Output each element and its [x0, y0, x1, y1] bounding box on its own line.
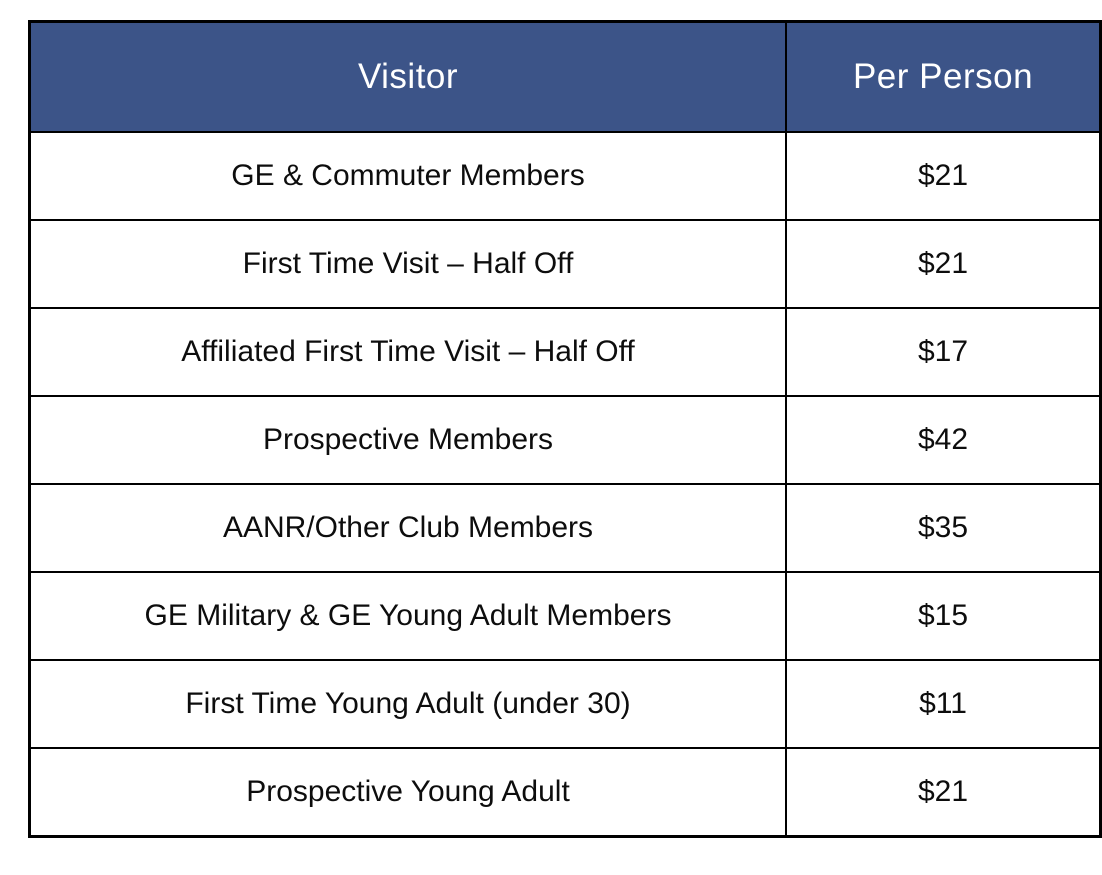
price-cell: $17 [785, 307, 1102, 397]
visitor-cell: First Time Visit – Half Off [28, 219, 787, 309]
visitor-cell: AANR/Other Club Members [28, 483, 787, 573]
visitor-cell: First Time Young Adult (under 30) [28, 659, 787, 749]
visitor-cell: GE & Commuter Members [28, 131, 787, 221]
table-row: Prospective Members $42 [28, 395, 1102, 485]
table-row: Affiliated First Time Visit – Half Off $… [28, 307, 1102, 397]
table-row: First Time Visit – Half Off $21 [28, 219, 1102, 309]
header-cell-per-person: Per Person [785, 20, 1102, 133]
table-header-row: Visitor Per Person [28, 20, 1102, 133]
price-cell: $35 [785, 483, 1102, 573]
table-row: First Time Young Adult (under 30) $11 [28, 659, 1102, 749]
table-row: AANR/Other Club Members $35 [28, 483, 1102, 573]
table-row: Prospective Young Adult $21 [28, 747, 1102, 838]
price-cell: $15 [785, 571, 1102, 661]
price-cell: $21 [785, 219, 1102, 309]
header-cell-visitor: Visitor [28, 20, 787, 133]
visitor-cell: Prospective Members [28, 395, 787, 485]
table-row: GE & Commuter Members $21 [28, 131, 1102, 221]
visitor-cell: Affiliated First Time Visit – Half Off [28, 307, 787, 397]
price-cell: $21 [785, 131, 1102, 221]
visitor-cell: Prospective Young Adult [28, 747, 787, 838]
visitor-cell: GE Military & GE Young Adult Members [28, 571, 787, 661]
table-row: GE Military & GE Young Adult Members $15 [28, 571, 1102, 661]
price-cell: $11 [785, 659, 1102, 749]
price-cell: $21 [785, 747, 1102, 838]
visitor-pricing-table: Visitor Per Person GE & Commuter Members… [28, 20, 1102, 838]
price-cell: $42 [785, 395, 1102, 485]
